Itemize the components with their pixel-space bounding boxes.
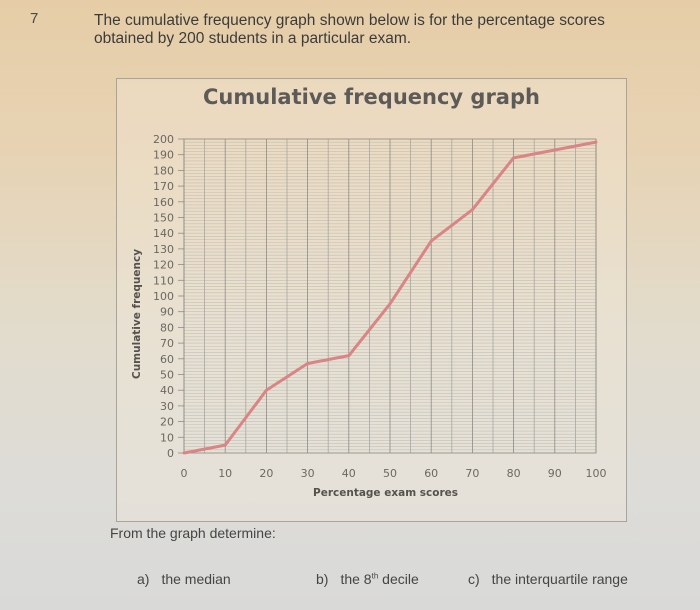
intro-line-2: obtained by 200 students in a particular… bbox=[94, 30, 412, 47]
y-tick-label: 80 bbox=[160, 321, 174, 334]
y-tick-label: 150 bbox=[153, 212, 174, 225]
y-tick-label: 40 bbox=[160, 384, 174, 397]
part-b: b) the 8th decile bbox=[316, 571, 419, 587]
x-tick-label: 80 bbox=[507, 467, 521, 480]
part-b-text-after: decile bbox=[378, 571, 419, 587]
y-tick-label: 10 bbox=[160, 431, 174, 444]
part-b-label: b) bbox=[316, 571, 329, 587]
y-tick-label: 200 bbox=[153, 133, 174, 146]
question-prompt: From the graph determine: bbox=[110, 525, 276, 541]
part-c-label: c) bbox=[468, 571, 480, 587]
y-tick-label: 110 bbox=[153, 274, 174, 287]
y-tick-label: 180 bbox=[153, 164, 174, 177]
intro-line-1: The cumulative frequency graph shown bel… bbox=[94, 12, 605, 29]
y-tick-label: 30 bbox=[160, 400, 174, 413]
y-tick-label: 100 bbox=[153, 290, 174, 303]
y-axis-label: Cumulative frequency bbox=[131, 248, 143, 379]
x-tick-label: 70 bbox=[465, 467, 479, 480]
x-tick-label: 50 bbox=[383, 467, 397, 480]
y-tick-label: 130 bbox=[153, 243, 174, 256]
y-tick-label: 170 bbox=[153, 180, 174, 193]
y-tick-label: 0 bbox=[167, 447, 174, 460]
y-tick-label: 190 bbox=[153, 149, 174, 162]
x-tick-label: 10 bbox=[218, 467, 232, 480]
y-tick-label: 20 bbox=[160, 416, 174, 429]
y-tick-label: 160 bbox=[153, 196, 174, 209]
part-b-text-before: the 8 bbox=[340, 571, 372, 587]
x-tick-label: 100 bbox=[586, 467, 607, 480]
cumulative-frequency-line bbox=[182, 140, 598, 455]
question-intro: The cumulative frequency graph shown bel… bbox=[94, 12, 674, 48]
x-tick-label: 30 bbox=[301, 467, 315, 480]
y-tick-label: 50 bbox=[160, 369, 174, 382]
y-tick-label: 70 bbox=[160, 337, 174, 350]
x-tick-label: 20 bbox=[259, 467, 273, 480]
x-tick-label: 60 bbox=[424, 467, 438, 480]
part-a-text: the median bbox=[161, 571, 231, 587]
x-axis-label: Percentage exam scores bbox=[313, 487, 459, 499]
part-c: c) the interquartile range bbox=[468, 571, 628, 587]
plot-area: 0102030405060708090100110120130140150160… bbox=[153, 133, 607, 480]
y-tick-label: 60 bbox=[160, 353, 174, 366]
y-tick-label: 90 bbox=[160, 306, 174, 319]
part-c-text: the interquartile range bbox=[491, 571, 628, 587]
chart-frame: Cumulative frequency graph 0 10 20 30 40 50 60… bbox=[116, 78, 627, 522]
question-number: 7 bbox=[30, 10, 39, 27]
x-tick-label: 0 bbox=[181, 467, 188, 480]
y-tick-label: 140 bbox=[153, 227, 174, 240]
part-b-superscript: th bbox=[371, 571, 379, 581]
part-a-label: a) bbox=[137, 571, 150, 587]
y-tick-label: 120 bbox=[153, 259, 174, 272]
part-a: a) the median bbox=[137, 571, 231, 587]
chart-title: Cumulative frequency graph bbox=[203, 85, 540, 109]
x-tick-label: 90 bbox=[548, 467, 562, 480]
x-tick-label: 40 bbox=[342, 467, 356, 480]
